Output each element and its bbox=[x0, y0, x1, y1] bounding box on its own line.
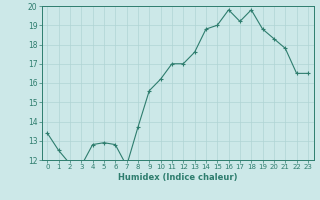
X-axis label: Humidex (Indice chaleur): Humidex (Indice chaleur) bbox=[118, 173, 237, 182]
